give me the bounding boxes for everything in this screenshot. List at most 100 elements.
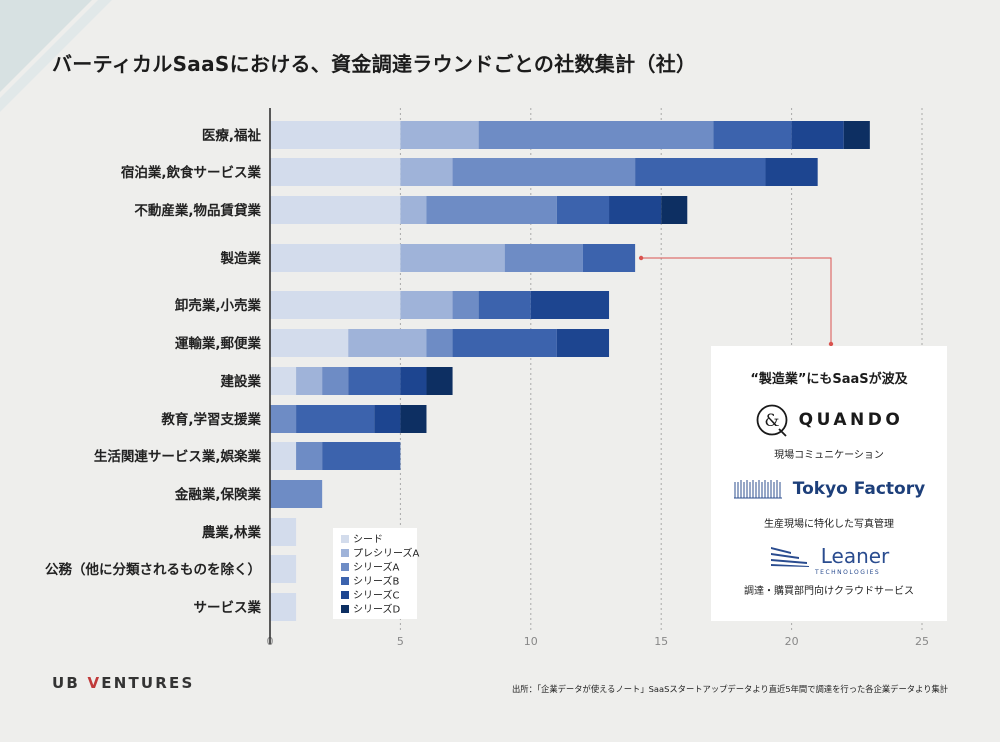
bar-segment — [270, 196, 401, 224]
category-label: 農業,林業 — [202, 524, 262, 541]
bar-segment — [426, 196, 557, 224]
bar-segment — [374, 405, 401, 433]
quando-logo-icon: & — [756, 404, 788, 437]
bar-segment — [348, 367, 401, 395]
brand-logo: UB VENTURES — [52, 674, 194, 692]
company-name: Leaner — [820, 544, 890, 568]
category-label: 製造業 — [220, 250, 262, 267]
legend-swatch — [341, 591, 349, 599]
x-tick-label: 15 — [654, 635, 668, 648]
bar-segment — [478, 291, 531, 319]
x-tick-label: 5 — [397, 635, 404, 648]
bar-segment — [322, 367, 349, 395]
x-tick-label: 20 — [785, 635, 799, 648]
bar-segment — [400, 244, 505, 272]
legend-swatch — [341, 605, 349, 613]
bar-segment — [270, 555, 297, 583]
bar-segment — [452, 291, 479, 319]
category-label: サービス業 — [194, 599, 262, 616]
connector-dot — [828, 341, 834, 347]
bar-segment — [400, 121, 479, 149]
category-label: 金融業,保険業 — [174, 486, 262, 503]
svg-text:&: & — [764, 411, 779, 431]
bar-segment — [556, 196, 610, 224]
bar-segment — [452, 158, 636, 186]
legend-label: プレシリーズA — [353, 547, 419, 560]
bar-segment — [296, 442, 323, 470]
connector-line — [641, 257, 832, 344]
company-subtitle: TECHNOLOGIES — [815, 569, 881, 576]
decorative-stripes — [0, 0, 112, 112]
bar-segment — [426, 367, 453, 395]
legend-swatch — [341, 535, 349, 543]
bar-segment — [270, 158, 401, 186]
company-quando: & QUANDO 現場コミュニケーション — [711, 402, 947, 472]
x-tick-label: 25 — [915, 635, 929, 648]
brand-suffix: ENTURES — [101, 674, 195, 692]
tokyo-factory-logo-icon — [733, 480, 782, 499]
bar-segment — [609, 196, 662, 224]
bar-segment — [270, 480, 323, 508]
company-name: Tokyo Factory — [792, 479, 926, 499]
legend-label: シリーズD — [353, 603, 400, 616]
bar-segment — [661, 196, 688, 224]
leaner-logo-icon — [770, 547, 809, 567]
callout-heading: “製造業”にもSaaSが波及 — [750, 372, 908, 387]
category-label: 医療,福祉 — [202, 127, 262, 144]
company-name: QUANDO — [798, 410, 904, 430]
bar-segment — [270, 442, 297, 470]
source-note: 出所：「企業データが使えるノート」SaaSスタートアップデータより直近5年間で調… — [512, 684, 949, 694]
company-description: 生産現場に特化した写真管理 — [764, 519, 894, 530]
bar-segment — [270, 405, 297, 433]
bar-segment — [270, 244, 401, 272]
bar-segment — [296, 405, 375, 433]
legend-swatch — [341, 549, 349, 557]
callout-box: “製造業”にもSaaSが波及 — [711, 346, 947, 621]
bar-segment — [843, 121, 870, 149]
brand-prefix: UB — [52, 674, 88, 692]
company-description: 現場コミュニケーション — [774, 450, 884, 461]
bar-segment — [270, 518, 297, 546]
page-title: バーティカルSaaSにおける、資金調達ラウンドごとの社数集計（社） — [52, 52, 697, 76]
category-label: 生活関連サービス業,娯楽業 — [94, 448, 262, 465]
legend-swatch — [341, 563, 349, 571]
bar-segment — [400, 291, 453, 319]
bar-segment — [270, 367, 297, 395]
bar-segment — [348, 329, 427, 357]
brand-v: V — [87, 674, 102, 692]
bar-segment — [765, 158, 818, 186]
category-label: 建設業 — [220, 373, 262, 390]
bar-segment — [270, 593, 297, 621]
legend-swatch — [341, 577, 349, 585]
bar-segment — [270, 121, 401, 149]
legend-label: シリーズB — [353, 575, 399, 588]
bar-segment — [530, 291, 610, 319]
x-tick-label: 10 — [524, 635, 538, 648]
tick-labels: 0510152025 — [267, 635, 930, 648]
bar-segment — [296, 367, 323, 395]
legend-box — [333, 528, 417, 619]
bar-segment — [400, 405, 427, 433]
company-tokyo-factory: Tokyo Factory 生産現場に特化した写真管理 — [711, 471, 947, 541]
bar-segment — [426, 329, 453, 357]
bar-segment — [400, 367, 427, 395]
bar-segment — [635, 158, 766, 186]
category-label: 公務（他に分類されるものを除く） — [45, 561, 261, 578]
bar-segment — [322, 442, 401, 470]
bar-segment — [556, 329, 610, 357]
category-label: 卸売業,小売業 — [175, 297, 262, 314]
bar-segment — [400, 158, 453, 186]
company-description: 調達・購買部門向けクラウドサービス — [744, 586, 914, 597]
category-label: 宿泊業,飲食サービス業 — [121, 164, 262, 181]
bar-segment — [713, 121, 792, 149]
legend-label: シリーズC — [353, 589, 399, 602]
bar-segment — [504, 244, 583, 272]
bar-segment — [582, 244, 636, 272]
category-label: 運輸業,郵便業 — [175, 335, 262, 352]
callout-connector — [638, 255, 834, 347]
category-label: 教育,学習支援業 — [161, 411, 261, 428]
bar-segment — [791, 121, 844, 149]
bar-segment — [452, 329, 557, 357]
legend-label: シード — [353, 535, 383, 546]
